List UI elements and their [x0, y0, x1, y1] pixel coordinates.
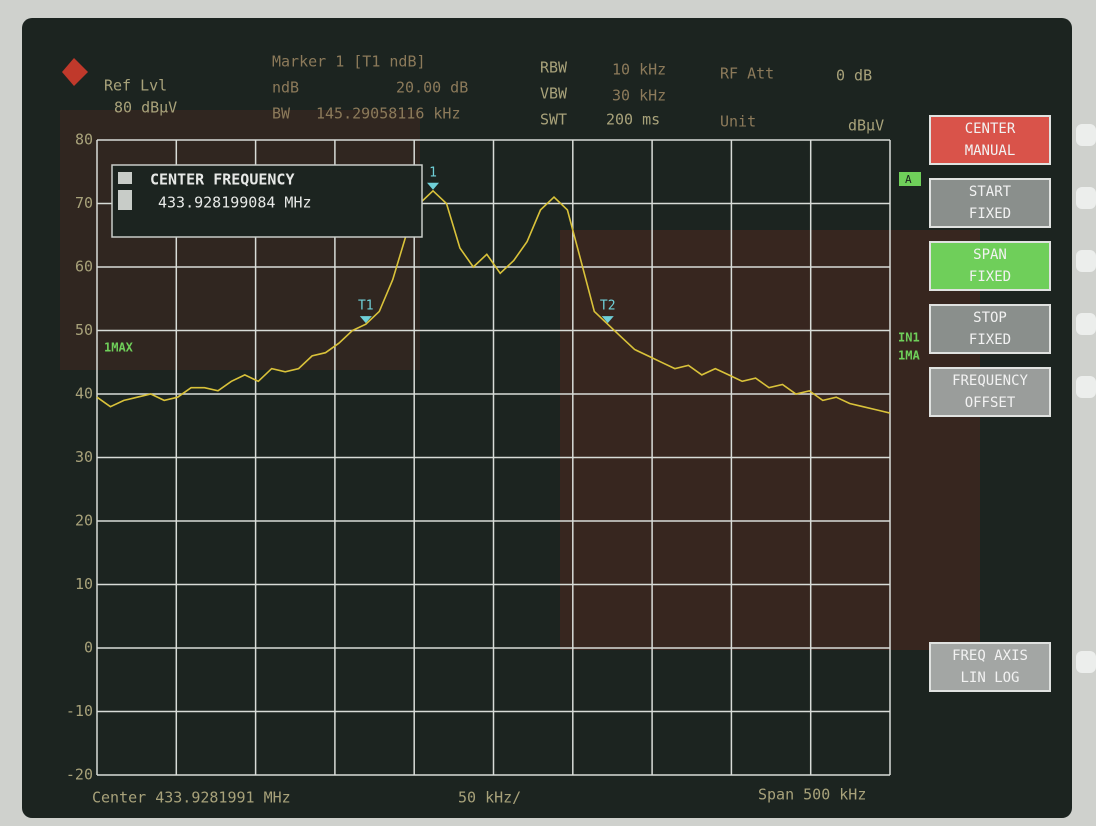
entry-icon — [118, 172, 132, 184]
y-tick-label: -20 — [66, 766, 93, 784]
hardkey[interactable] — [1076, 651, 1096, 673]
swt-value: 200 ms — [606, 111, 660, 129]
hardkey[interactable] — [1076, 313, 1096, 335]
softkey-label: FREQUENCY — [952, 373, 1028, 389]
bw-value: 145.29058116 kHz — [316, 105, 461, 123]
marker-symbol — [601, 316, 614, 324]
ndb-value: 20.00 dB — [396, 79, 468, 97]
swt-label: SWT — [540, 111, 567, 129]
softkey-label: OFFSET — [965, 395, 1016, 411]
marker-symbol — [359, 316, 372, 324]
entry-value: 433.928199084 MHz — [158, 194, 312, 212]
marker-label: Marker 1 [T1 ndB] — [272, 53, 426, 71]
y-tick-label: 20 — [75, 512, 93, 530]
marker-label: T2 — [600, 299, 616, 314]
softkey-label: FREQ AXIS — [952, 648, 1028, 664]
trace-label: 1MAX — [104, 341, 134, 355]
y-tick-label: 0 — [84, 639, 93, 657]
hardkey[interactable] — [1076, 376, 1096, 398]
footer-span: Span 500 kHz — [758, 786, 866, 804]
marker-label: T1 — [358, 299, 374, 314]
softkey-label: START — [969, 184, 1012, 200]
y-tick-label: -10 — [66, 702, 93, 720]
entry-icon — [118, 190, 132, 210]
entry-title: CENTER FREQUENCY — [150, 171, 295, 189]
a-label: A — [905, 173, 912, 186]
softkey[interactable] — [929, 642, 1051, 692]
y-tick-label: 70 — [75, 194, 93, 212]
vbw-label: VBW — [540, 85, 568, 103]
y-tick-label: 10 — [75, 575, 93, 593]
ref-value: 80 dBµV — [114, 99, 177, 117]
ma-label: 1MA — [898, 349, 920, 363]
footer-center: Center 433.9281991 MHz — [92, 789, 291, 807]
logo — [62, 58, 88, 86]
trace — [96, 189, 891, 414]
rbw-value: 10 kHz — [612, 61, 666, 79]
softkey-label: LIN LOG — [960, 670, 1019, 686]
softkey-label: CENTER — [965, 121, 1016, 137]
y-tick-label: 30 — [75, 448, 93, 466]
softkey[interactable] — [929, 304, 1051, 354]
hardkey[interactable] — [1076, 187, 1096, 209]
plot: -20 -10 0 10 20 30 40 50 60 70 80 1 T1 T2 — [66, 131, 891, 784]
softkey[interactable] — [929, 241, 1051, 291]
bw-label: BW — [272, 105, 291, 123]
hardkey[interactable] — [1076, 250, 1096, 272]
att-value: 0 dB — [836, 67, 872, 85]
marker-label: 1 — [429, 165, 437, 180]
a-box — [899, 172, 921, 186]
unit-value: dBµV — [848, 117, 884, 135]
y-tick-label: 50 — [75, 321, 93, 339]
y-tick-label: 60 — [75, 258, 93, 276]
softkey-label: SPAN — [973, 247, 1007, 263]
y-tick-label: 40 — [75, 385, 93, 403]
softkey[interactable] — [929, 115, 1051, 165]
softkey-label: FIXED — [969, 332, 1011, 348]
vbw-value: 30 kHz — [612, 87, 666, 105]
softkey-label: STOP — [973, 310, 1007, 326]
ref-label: Ref Lvl — [104, 77, 167, 95]
ndb-label: ndB — [272, 79, 299, 97]
marker-symbol — [427, 182, 440, 190]
footer-div: 50 kHz/ — [458, 789, 521, 807]
softkey[interactable] — [929, 367, 1051, 417]
softkey-label: MANUAL — [965, 143, 1016, 159]
att-label: RF Att — [720, 65, 774, 83]
softkey-label: FIXED — [969, 206, 1011, 222]
hardkey[interactable] — [1076, 124, 1096, 146]
unit-label: Unit — [720, 113, 756, 131]
softkey[interactable] — [929, 178, 1051, 228]
y-tick-label: 80 — [75, 131, 93, 149]
rbw-label: RBW — [540, 59, 568, 77]
softkey-label: FIXED — [969, 269, 1011, 285]
entry-box — [111, 164, 423, 238]
in-label: IN1 — [898, 331, 920, 345]
reflection — [560, 230, 980, 650]
